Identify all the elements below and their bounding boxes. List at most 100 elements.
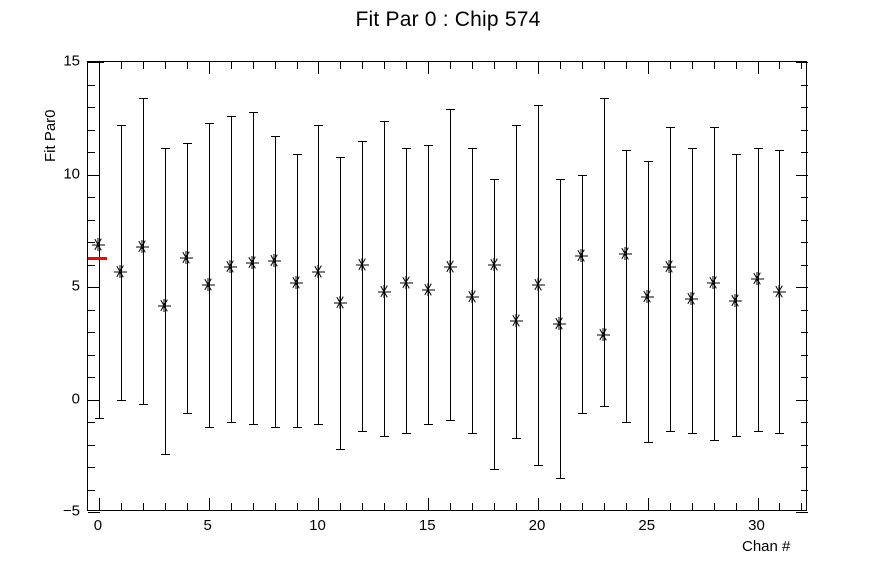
x-tick-major [208, 498, 210, 510]
errorbar-line [296, 154, 298, 427]
x-tick-minor-top [274, 62, 276, 69]
x-tick-minor [713, 503, 715, 510]
x-tick-minor [406, 503, 408, 510]
y-tick-minor-right [801, 467, 808, 468]
x-tick-label: 10 [309, 517, 326, 534]
x-tick-minor-top [450, 62, 452, 69]
x-tick-major [647, 498, 649, 510]
y-tick-minor [88, 242, 95, 243]
errorbar-line [120, 125, 122, 400]
x-tick-minor [142, 503, 144, 510]
x-tick-major-top [428, 62, 430, 74]
x-tick-minor-top [296, 62, 298, 69]
errorbar-cap-lower [314, 424, 324, 426]
errorbar-line [757, 147, 759, 431]
errorbar-line [472, 147, 474, 434]
errorbar-cap-upper [270, 136, 280, 138]
errorbar-cap-lower [424, 424, 434, 426]
y-tick-minor [88, 84, 95, 86]
x-tick-label: 5 [203, 517, 212, 534]
errorbar-cap-lower [248, 424, 258, 426]
errorbar-cap-upper [204, 122, 214, 124]
x-tick-major-top [318, 62, 320, 74]
errorbar-line [516, 125, 518, 438]
y-tick-major [88, 512, 100, 513]
page-title: Fit Par 0 : Chip 574 [355, 8, 541, 31]
y-tick-minor [88, 377, 95, 378]
errorbar-cap-upper [577, 174, 587, 176]
y-tick-label: −5 [62, 502, 80, 520]
x-tick-minor-top [669, 62, 671, 69]
y-tick-minor-right [801, 152, 808, 153]
x-tick-minor-top [713, 62, 715, 69]
errorbar-cap-upper [138, 98, 148, 99]
x-tick-minor-top [252, 62, 254, 69]
y-tick-minor-right [801, 219, 808, 221]
y-tick-label: 5 [71, 277, 80, 295]
x-tick-minor-top [735, 62, 737, 69]
errorbar-line [625, 149, 627, 422]
x-tick-minor [625, 503, 627, 510]
x-tick-minor [230, 503, 232, 510]
errorbar-line [362, 140, 364, 431]
y-tick-minor-right [801, 242, 808, 243]
y-tick-minor-right [801, 129, 808, 131]
y-tick-minor [88, 309, 95, 311]
y-tick-major [88, 399, 100, 401]
x-tick-minor-top [164, 62, 166, 69]
errorbar-line [274, 136, 276, 427]
errorbar-cap-lower [490, 469, 500, 471]
errorbar-line [428, 145, 430, 425]
errorbar-line [559, 179, 561, 479]
errorbar-cap-upper [402, 147, 412, 149]
errorbar-cap-lower [160, 453, 170, 455]
errorbar-cap-lower [116, 399, 126, 401]
y-tick-minor-right [801, 377, 808, 378]
x-tick-minor-top [581, 62, 583, 69]
y-tick-minor [88, 467, 95, 468]
x-tick-minor [186, 503, 188, 510]
x-tick-major [757, 498, 759, 510]
x-tick-major-top [647, 62, 649, 74]
y-tick-label: 0 [71, 390, 80, 407]
errorbar-cap-upper [709, 127, 719, 129]
y-tick-minor [88, 264, 95, 266]
errorbar-cap-lower [336, 449, 346, 450]
y-tick-minor [88, 332, 95, 333]
x-tick-minor [164, 503, 166, 510]
errorbar-line [494, 179, 496, 470]
x-tick-minor [801, 503, 803, 510]
y-tick-minor-right [801, 332, 808, 333]
x-tick-label: 25 [638, 517, 656, 534]
x-tick-minor-top [362, 62, 364, 69]
errorbar-line [318, 125, 320, 425]
errorbar-cap-upper [643, 161, 653, 162]
y-tick-major-right [796, 399, 808, 401]
x-tick-minor-top [559, 62, 561, 69]
x-tick-major-top [208, 62, 210, 74]
errorbar-cap-upper [94, 62, 104, 63]
y-tick-minor [88, 422, 95, 423]
x-tick-minor [384, 503, 386, 510]
errorbar-cap-lower [402, 433, 412, 435]
y-tick-minor [88, 107, 95, 108]
errorbar-line [406, 147, 408, 434]
x-tick-minor [603, 503, 605, 510]
x-tick-minor-top [120, 62, 122, 69]
errorbar-cap-lower [380, 435, 390, 437]
x-tick-label: 20 [528, 517, 546, 534]
errorbar-cap-lower [643, 442, 653, 444]
x-tick-minor [450, 503, 452, 510]
y-tick-minor [88, 129, 95, 131]
errorbar-cap-upper [248, 111, 258, 113]
errorbar-cap-lower [534, 464, 543, 466]
errorbar-line [538, 104, 539, 465]
errorbar-cap-lower [446, 419, 456, 421]
y-tick-label: 15 [63, 52, 80, 70]
errorbar-cap-upper [446, 109, 456, 111]
errorbar-cap-upper [468, 147, 478, 149]
errorbar-cap-lower [753, 431, 763, 432]
y-axis-label-text: Fit Par0 [42, 109, 59, 162]
errorbar-cap-upper [775, 149, 785, 151]
